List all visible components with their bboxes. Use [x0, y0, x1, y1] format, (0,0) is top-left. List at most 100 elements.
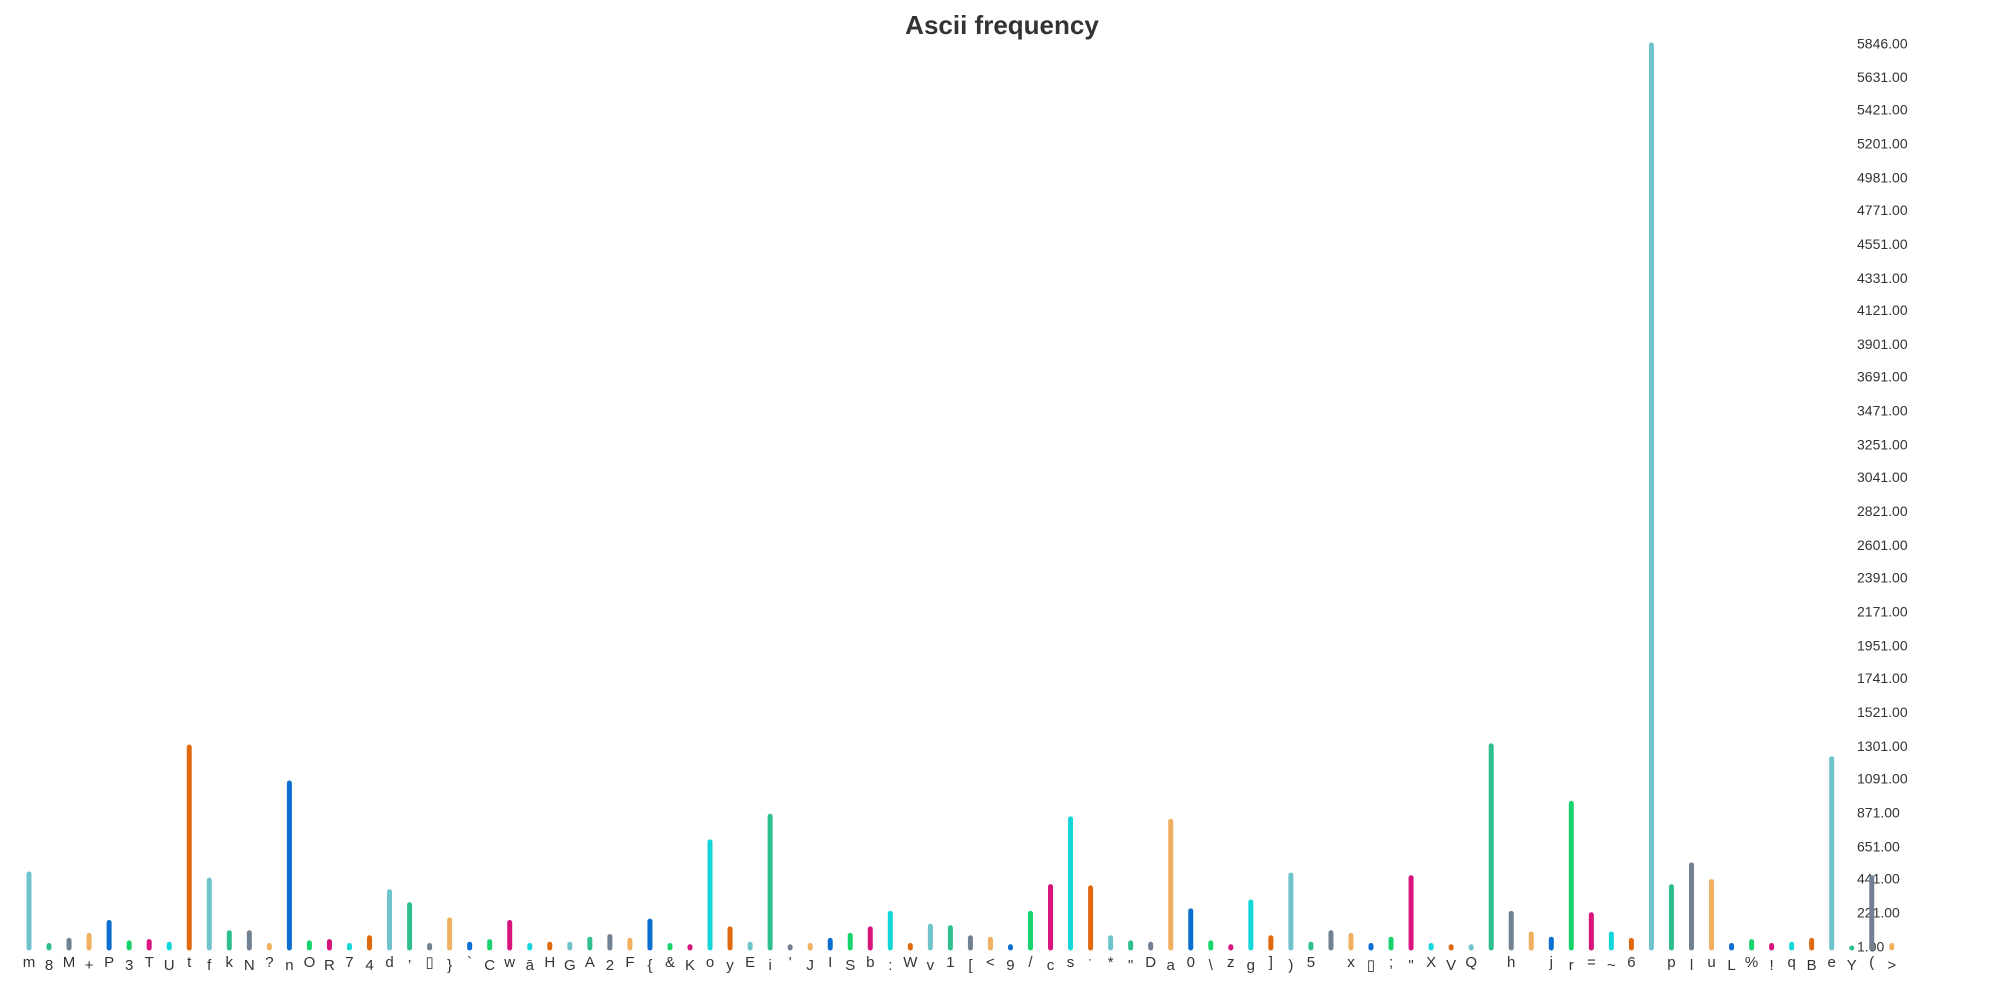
x-tick-label: z	[1227, 954, 1235, 971]
y-tick-label: 4121.00	[1857, 302, 1908, 318]
y-tick-label: 651.00	[1857, 838, 1900, 854]
y-tick-label: 5631.00	[1857, 69, 1908, 85]
y-tick-label: 221.00	[1857, 905, 1900, 921]
x-tick-label: c	[1047, 957, 1055, 974]
x-tick-label: <	[986, 954, 995, 971]
y-tick-label: 3901.00	[1857, 336, 1908, 352]
x-tick-label: ▯	[425, 954, 433, 971]
x-tick-label: m	[23, 954, 36, 971]
y-tick-label: 2171.00	[1857, 603, 1908, 619]
x-tick-label: }	[447, 957, 452, 974]
x-tick-label: X	[1426, 954, 1436, 971]
x-tick-label: *	[1108, 954, 1114, 971]
x-tick-label: J	[806, 957, 814, 974]
x-tick-label: p	[1667, 954, 1675, 971]
x-tick-label: ]	[1269, 954, 1273, 971]
x-tick-label: ’	[408, 957, 411, 974]
x-tick-label: f	[207, 957, 212, 974]
y-tick-label: 4771.00	[1857, 202, 1908, 218]
x-tick-label: :	[888, 957, 892, 974]
y-tick-label: 441.00	[1857, 871, 1900, 887]
x-tick-label: j	[1549, 954, 1553, 971]
x-tick-label: '	[789, 954, 792, 971]
y-tick-label: 1091.00	[1857, 770, 1908, 786]
x-tick-label: 1	[946, 954, 954, 971]
x-tick-label: o	[706, 954, 714, 971]
x-tick-label: g	[1247, 957, 1255, 974]
x-tick-label: ;	[1389, 954, 1393, 971]
x-tick-label: %	[1745, 954, 1758, 971]
x-tick-label: A	[585, 954, 595, 971]
x-tick-label: &	[665, 954, 675, 971]
x-tick-label: ˙	[1088, 957, 1093, 974]
x-tick-label: 2	[606, 957, 614, 974]
y-tick-label: 871.00	[1857, 804, 1900, 820]
y-tick-label: 1521.00	[1857, 704, 1908, 720]
x-tick-label: 4	[365, 957, 373, 974]
x-tick-label: w	[503, 954, 515, 971]
x-tick-label: K	[685, 957, 695, 974]
y-tick-label: 4981.00	[1857, 169, 1908, 185]
x-tick-label: E	[745, 954, 755, 971]
x-tick-label: v	[927, 957, 935, 974]
y-tick-label: 2601.00	[1857, 537, 1908, 553]
x-tick-label: V	[1446, 957, 1456, 974]
x-tick-label: >	[1887, 957, 1896, 974]
x-tick-label: =	[1587, 954, 1596, 971]
x-tick-label: d	[385, 954, 393, 971]
x-tick-label: !	[1770, 957, 1774, 974]
x-tick-label: i	[768, 957, 771, 974]
x-tick-label: N	[244, 957, 255, 974]
x-tick-label: x	[1347, 954, 1355, 971]
y-tick-label: 1741.00	[1857, 670, 1908, 686]
y-tick-label: 5201.00	[1857, 135, 1908, 151]
x-tick-label: 6	[1627, 954, 1635, 971]
x-tick-label: a	[1167, 957, 1176, 974]
x-tick-label: \	[1209, 957, 1214, 974]
x-tick-label: Y	[1847, 957, 1857, 974]
x-tick-label: U	[164, 957, 175, 974]
x-tick-label: 3	[125, 957, 133, 974]
x-tick-label: b	[866, 954, 874, 971]
x-tick-label: 8	[45, 957, 53, 974]
x-tick-label: n	[285, 957, 293, 974]
x-tick-label: M	[63, 954, 76, 971]
x-tick-label: I	[828, 954, 832, 971]
x-tick-label: [	[968, 957, 973, 974]
x-tick-label: C	[484, 957, 495, 974]
x-tick-label: (	[1869, 954, 1874, 971]
x-tick-label: "	[1128, 957, 1133, 974]
x-tick-label: ?	[265, 954, 273, 971]
x-tick-label: W	[903, 954, 918, 971]
y-tick-label: 3691.00	[1857, 369, 1908, 385]
x-tick-label: 5	[1307, 954, 1315, 971]
y-tick-label: 2821.00	[1857, 503, 1908, 519]
x-tick-label: {	[647, 957, 652, 974]
x-tick-label: l	[1690, 957, 1693, 974]
y-tick-label: 5846.00	[1857, 36, 1908, 52]
y-tick-label: 1301.00	[1857, 738, 1908, 754]
y-tick-label: 5421.00	[1857, 101, 1908, 117]
x-tick-label: +	[85, 957, 94, 974]
y-tick-label: 3251.00	[1857, 437, 1908, 453]
x-tick-label: G	[564, 957, 576, 974]
x-tick-label: h	[1507, 954, 1515, 971]
x-tick-label: /	[1028, 954, 1033, 971]
y-tick-label: 1951.00	[1857, 637, 1908, 653]
x-tick-label: q	[1787, 954, 1795, 971]
x-tick-label: O	[304, 954, 316, 971]
x-tick-label: ~	[1607, 957, 1616, 974]
x-tick-label: B	[1807, 957, 1817, 974]
y-tick-label: 4331.00	[1857, 270, 1908, 286]
y-tick-label: 3471.00	[1857, 403, 1908, 419]
x-tick-label: s	[1067, 954, 1075, 971]
x-tick-label: R	[324, 957, 335, 974]
x-tick-label: P	[104, 954, 114, 971]
x-tick-label: L	[1727, 957, 1735, 974]
x-tick-label: ā	[526, 957, 535, 974]
x-tick-label: e	[1828, 954, 1836, 971]
x-tick-label: k	[226, 954, 234, 971]
x-tick-label: ▯	[1367, 957, 1375, 974]
x-tick-label: )	[1288, 957, 1293, 974]
x-tick-label: 9	[1006, 957, 1014, 974]
